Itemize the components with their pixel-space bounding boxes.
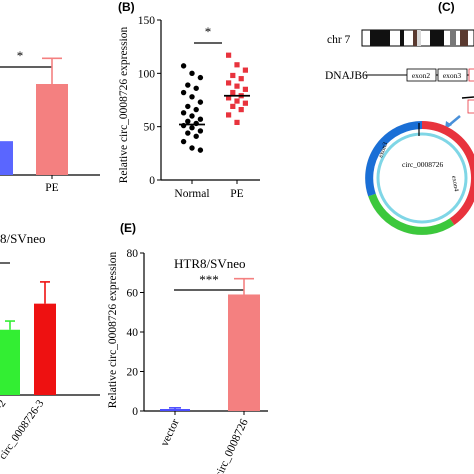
data-point-pe — [226, 112, 232, 118]
chromosome-ideogram — [361, 29, 474, 47]
data-point-normal — [189, 125, 195, 131]
data-point-normal — [185, 82, 191, 88]
data-point-normal — [193, 106, 199, 113]
exon2-box: exon2 — [406, 68, 437, 82]
data-point-normal — [189, 70, 195, 77]
panel-e-label: (E) — [120, 221, 136, 235]
data-point-normal — [185, 130, 191, 136]
bar-normal — [0, 141, 13, 175]
splice-line — [461, 96, 474, 99]
bar-pe — [36, 84, 68, 175]
data-point-normal — [197, 128, 204, 134]
data-point-pe — [242, 67, 248, 73]
panel-e-y-tick-label: 20 — [127, 367, 139, 379]
panel-b-ylabel: Relative circ_0008726 expression — [118, 27, 130, 184]
data-point-pe — [226, 52, 232, 58]
panel-a-x-tick-label: PE — [45, 182, 58, 194]
panel-b-x-tick-label: PE — [230, 188, 243, 200]
panel-b-y-tick-label: 150 — [138, 15, 156, 27]
panel-d-title: 8/SVneo — [0, 231, 46, 246]
panel-b-x-tick-label: Normal — [174, 188, 209, 200]
panel-d-x-tick-label: circ_0008726-3 — [0, 397, 47, 461]
data-point-pe — [234, 62, 240, 68]
data-point-pe — [234, 98, 240, 104]
data-point-normal — [193, 85, 199, 91]
data-point-normal — [197, 99, 204, 105]
data-point-normal — [180, 89, 187, 96]
bar-circ-2 — [0, 329, 20, 395]
data-point-pe — [226, 80, 232, 86]
data-point-normal — [197, 147, 204, 153]
panel-e-ylabel: Relative circ_0008726 expression — [107, 252, 119, 409]
data-point-normal — [185, 118, 191, 125]
data-point-normal — [197, 74, 204, 81]
panel-e-y-tick-label: 60 — [127, 288, 139, 300]
data-point-normal — [180, 63, 187, 69]
circ-name-label: circ_0008726 — [402, 160, 443, 169]
data-point-pe — [242, 86, 248, 92]
panel-b-label: (B) — [118, 0, 135, 14]
data-point-pe — [238, 76, 244, 82]
data-point-pe — [230, 72, 236, 79]
panel-e-y-tick-label: 80 — [127, 248, 139, 260]
data-point-normal — [185, 103, 191, 110]
data-point-normal — [197, 116, 204, 122]
data-point-normal — [189, 145, 195, 151]
data-point-pe — [234, 119, 240, 125]
panel-d-x-tick-label: 6-2 — [0, 398, 8, 417]
gene-label: DNAJB6 — [325, 70, 368, 82]
panel-e-x-tick-label: circ_0008726 — [213, 417, 251, 474]
data-point-normal — [193, 133, 199, 139]
panel-e-chart: Relative circ_0008726 expression *** 0 20… — [107, 248, 268, 474]
panel-c-label: (C) — [438, 0, 455, 14]
data-point-pe — [238, 107, 244, 113]
data-point-normal — [180, 138, 187, 145]
zoom-exon4-box: exon4 — [467, 99, 474, 114]
exon4-box: exon4 — [468, 68, 474, 82]
panel-c-diagram: chr 7 DNAJB6 exon2 exon3 exon4 exon4 cir… — [325, 29, 474, 235]
panel-b-y-tick-label: 0 — [149, 175, 155, 187]
panel-e-y-tick-label: 40 — [127, 327, 139, 339]
bar-vector — [160, 409, 190, 411]
data-point-normal — [189, 113, 195, 119]
data-point-pe — [242, 100, 248, 106]
data-point-pe — [230, 103, 236, 109]
bar-circ — [228, 294, 260, 411]
bar-circ-3 — [34, 303, 56, 395]
data-point-normal — [180, 110, 187, 116]
panel-b-chart: Relative circ_0008726 expression * 0 50 10… — [118, 15, 260, 200]
exon3-label: exon3 — [443, 71, 462, 80]
data-point-pe — [234, 83, 240, 89]
panel-e-x-tick-label: vector — [159, 417, 182, 448]
panel-b-significance: * — [205, 24, 212, 39]
panel-b-y-tick-label: 50 — [144, 122, 156, 134]
circ-exon4-label: exon4 — [450, 175, 460, 193]
panel-b-y-tick-label: 100 — [138, 68, 156, 80]
exon3-box: exon3 — [437, 68, 468, 82]
panel-e-title: HTR8/SVneo — [174, 256, 246, 271]
panel-a-significance: * — [17, 48, 24, 63]
panel-e-significance: *** — [199, 272, 219, 287]
data-point-pe — [226, 95, 232, 101]
panel-e-y-tick-label: 0 — [132, 406, 138, 418]
data-point-normal — [189, 94, 195, 100]
data-point-pe — [230, 89, 236, 96]
panel-a-chart: * PE — [0, 48, 100, 194]
exon2-label: exon2 — [412, 71, 431, 80]
circrna-diagram: circ_0008726 exon3 exon4 — [365, 121, 474, 235]
chromosome-label: chr 7 — [327, 34, 351, 46]
